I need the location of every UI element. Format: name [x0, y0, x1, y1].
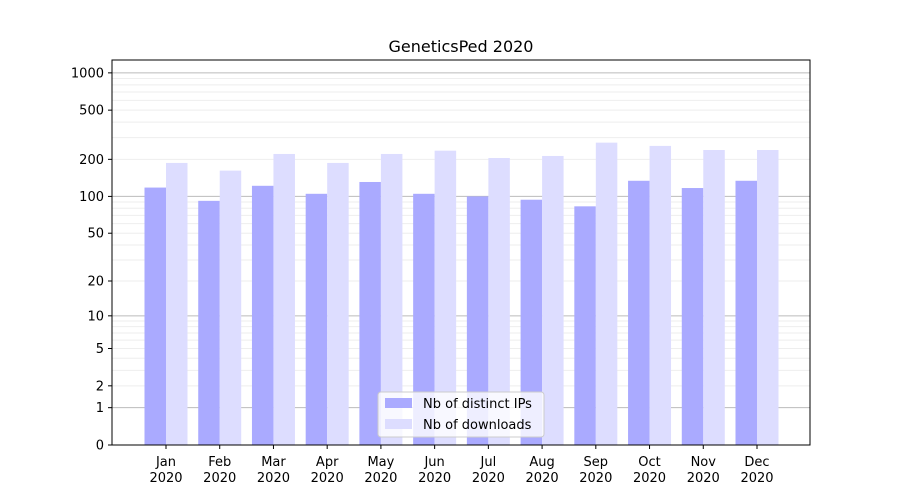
y-tick-label: 1000 — [71, 66, 104, 81]
bar-distinct-ips — [305, 193, 328, 445]
y-tick-label: 50 — [87, 227, 104, 242]
bar-distinct-ips — [413, 193, 435, 445]
x-tick-label: Jan 2020 — [149, 455, 182, 486]
bar-distinct-ips — [251, 185, 274, 446]
x-tick-label: Nov 2020 — [687, 455, 720, 486]
bar-distinct-ips — [735, 180, 757, 445]
y-tick-label: 10 — [87, 309, 104, 324]
x-tick-label: Dec 2020 — [740, 455, 773, 486]
x-tick-label: Sep 2020 — [579, 455, 612, 486]
x-tick-label: Apr 2020 — [311, 455, 344, 486]
x-tick-label: May 2020 — [364, 455, 397, 486]
bar-downloads — [488, 158, 510, 445]
bar-downloads — [327, 162, 349, 445]
plot-frame — [111, 59, 811, 446]
bar-downloads — [219, 170, 242, 445]
chart-title: GeneticsPed 2020 — [389, 37, 534, 56]
bar-downloads — [542, 155, 564, 445]
x-tick-label: Feb 2020 — [203, 455, 236, 486]
legend-box — [377, 391, 545, 438]
y-tick-label: 20 — [87, 275, 104, 290]
y-tick-label: 200 — [79, 153, 104, 168]
bar-downloads — [380, 153, 403, 446]
x-tick-label: Aug 2020 — [526, 455, 559, 486]
bar-downloads — [273, 153, 295, 446]
bar-downloads — [166, 162, 188, 445]
bar-downloads — [757, 150, 779, 445]
x-tick-label: Oct 2020 — [633, 455, 666, 486]
bar-distinct-ips — [466, 196, 489, 445]
x-tick-label: Jul 2020 — [472, 455, 505, 486]
legend-swatch — [385, 398, 412, 408]
bar-downloads — [434, 150, 457, 445]
x-tick-label: Mar 2020 — [257, 455, 290, 486]
bar-distinct-ips — [681, 188, 704, 445]
y-tick-label: 500 — [79, 104, 104, 119]
y-tick-label: 5 — [96, 342, 104, 357]
y-tick-label: 2 — [96, 379, 104, 394]
legend: Nb of distinct IPs Nb of downloads — [377, 391, 545, 438]
legend-swatch — [385, 419, 412, 429]
y-tick-label: 100 — [79, 190, 104, 205]
bar-distinct-ips — [359, 181, 381, 445]
bar-distinct-ips — [198, 200, 220, 445]
bar-distinct-ips — [520, 199, 543, 445]
bar-downloads — [595, 142, 618, 445]
legend-label: Nb of distinct IPs — [423, 397, 532, 412]
y-tick-label: 0 — [96, 439, 104, 454]
bar-distinct-ips — [628, 180, 650, 445]
bar-distinct-ips — [574, 206, 596, 445]
bar-downloads — [649, 145, 672, 445]
bar-distinct-ips — [144, 187, 166, 445]
bar-downloads — [703, 150, 725, 445]
x-tick-label: Jun 2020 — [418, 455, 451, 486]
y-tick-label: 1 — [96, 401, 104, 416]
legend-label: Nb of downloads — [423, 418, 532, 433]
